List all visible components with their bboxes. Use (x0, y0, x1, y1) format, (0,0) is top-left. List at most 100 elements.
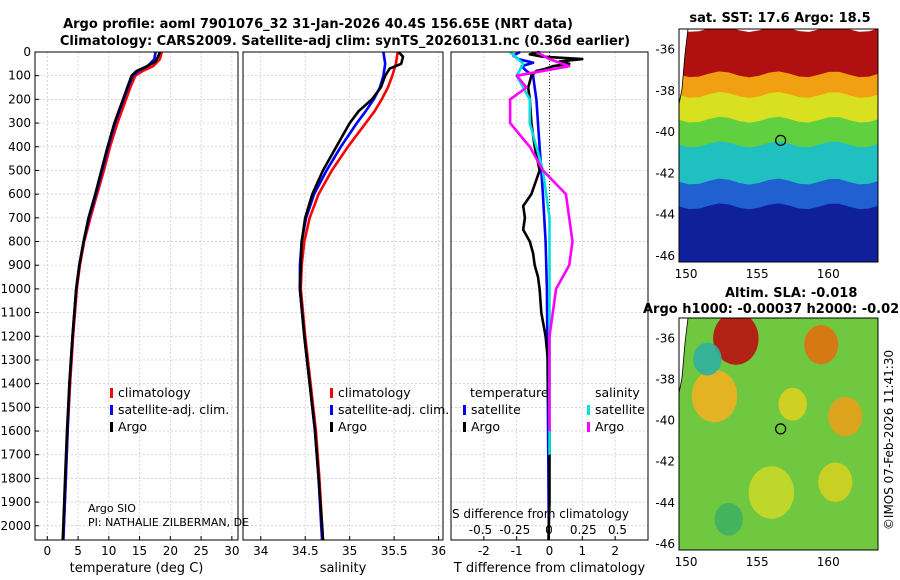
diff-salinity-legend-label: Argo (595, 419, 624, 434)
diff-legend-salinity-header: salinity (595, 385, 640, 400)
sla_map-anomaly-blob (778, 387, 807, 421)
salinity-series-argo (298, 51, 405, 541)
sla_map-anomaly-blob (691, 369, 738, 423)
depth-tick-label: 1600 (0, 424, 31, 438)
depth-tick-label: 1100 (0, 306, 31, 320)
temperature-xtick-label: 20 (163, 544, 178, 558)
temperature-legend-label: satellite-adj. clim. (118, 402, 229, 417)
sst-map-title: sat. SST: 17.6 Argo: 18.5 (689, 11, 870, 26)
difference-series-temperature-satellite (512, 50, 551, 526)
depth-tick-label: 2000 (0, 519, 31, 533)
sla_map-anomaly-blob (828, 396, 863, 437)
sla_map-anomaly-blob (714, 502, 743, 536)
depth-tick-label: 600 (8, 187, 31, 201)
depth-tick-label: 500 (8, 163, 31, 177)
imos-timestamp: ©IMOS 07-Feb-2026 11:41:30 (882, 350, 896, 530)
pi-credit: PI: NATHALIE ZILBERMAN, DE (88, 516, 249, 529)
depth-tick-label: 700 (8, 211, 31, 225)
sst_map-float-marker (775, 134, 787, 146)
sst_map-band-cyan (679, 141, 878, 188)
sla_map-ytick-label: -42 (655, 455, 675, 469)
sla-map-panel: 150 155 160 -36 -38 -40 -42 -44 -46 Altim. SLA: -… (643, 286, 899, 569)
sst_map-xtick-label: 155 (746, 267, 769, 281)
sla_map-ytick-label: -40 (655, 414, 675, 428)
temperature-legend-swatch (110, 405, 113, 415)
salinity-xtick-label: 35 (342, 544, 357, 558)
depth-tick-label: 1900 (0, 495, 31, 509)
sst_map-band-deep-blue (679, 203, 878, 262)
depth-tick-label: 1000 (0, 282, 31, 296)
depth-tick-label: 1500 (0, 400, 31, 414)
diff-secondary-xtick-label: -0.5 (469, 523, 492, 537)
temperature-xtick-label: 15 (132, 544, 147, 558)
depth-tick-label: 400 (8, 140, 31, 154)
temperature-legend-label: climatology (118, 385, 191, 400)
diff-secondary-xtick-label: 0 (545, 523, 553, 537)
salinity-legend-swatch (330, 405, 333, 415)
sla_map-frame (678, 317, 879, 551)
sst_map-ytick-label: -36 (655, 43, 675, 57)
sst_map-ytick-label: -40 (655, 125, 675, 139)
depth-tick-label: 1200 (0, 329, 31, 343)
temperature-plot-area (35, 52, 238, 540)
sla_map-field (679, 318, 878, 550)
argo-credit: Argo SIO (88, 502, 136, 515)
diff-temperature-legend-swatch (463, 422, 466, 432)
depth-tick-label: 200 (8, 92, 31, 106)
temperature-xtick-label: 25 (193, 544, 208, 558)
temperature-frame (34, 51, 239, 541)
sla_map-ytick-label: -44 (655, 496, 675, 510)
temperature-panel: 0 5 10 15 20 25 30 temperature (deg C) 0 100 200 30… (0, 45, 239, 576)
salinity-xtick-label: 34.5 (292, 544, 319, 558)
diff-secondary-xtick-label: 0.25 (570, 523, 597, 537)
salinity-legend-label: satellite-adj. clim. (338, 402, 449, 417)
sst_map-band-blue (679, 178, 878, 213)
sla_map-anomaly-blob (804, 324, 839, 365)
difference-xtick-label: -2 (478, 544, 490, 558)
temperature-legend-swatch (110, 388, 113, 398)
diff-temperature-legend-label: Argo (471, 419, 500, 434)
diff-salinity-legend-swatch (587, 405, 590, 415)
diff-salinity-legend-label: satellite (595, 402, 645, 417)
diff-secondary-xtick-label: 0.5 (608, 523, 627, 537)
sst_map-band-yellow (679, 92, 878, 126)
difference-xlabel: T difference from climatology (453, 561, 646, 576)
depth-tick-label: 1300 (0, 353, 31, 367)
difference-xtick-label: 1 (579, 544, 587, 558)
sla_map-coastline (679, 318, 689, 394)
sst_map-frame (678, 28, 879, 263)
diff-secondary-xlabel: S difference from climatology (452, 507, 629, 521)
salinity-xtick-label: 34 (253, 544, 268, 558)
figure-title-line1: Argo profile: aoml 7901076_32 31-Jan-202… (63, 17, 573, 32)
salinity-legend-label: climatology (338, 385, 411, 400)
sla_map-anomaly-blob (713, 318, 759, 365)
depth-tick-label: 1400 (0, 377, 31, 391)
sst_map-ytick-label: -44 (655, 208, 675, 222)
temperature-series-argo (61, 51, 162, 541)
temperature-xtick-label: 5 (74, 544, 82, 558)
sla_map-float-marker (775, 423, 787, 435)
depth-tick-label: 300 (8, 116, 31, 130)
sla_map-xtick-label: 160 (817, 555, 840, 569)
depth-tick-label: 900 (8, 258, 31, 272)
temperature-xtick-label: 30 (224, 544, 239, 558)
sst_map-ytick-label: -42 (655, 166, 675, 180)
temperature-xtick-label: 10 (101, 544, 116, 558)
temperature-xlabel: temperature (deg C) (70, 561, 204, 576)
sla_map-ytick-label: -36 (655, 332, 675, 346)
sla-map-subtitle: Argo h1000: -0.00037 h2000: -0.02 (643, 302, 899, 317)
diff-salinity-legend-swatch (587, 422, 590, 432)
salinity-frame (242, 51, 444, 541)
sst_map-ytick-label: -38 (655, 84, 675, 98)
depth-tick-label: 100 (8, 69, 31, 83)
depth-tick-label: 1700 (0, 448, 31, 462)
salinity-legend-label: Argo (338, 419, 367, 434)
temperature-legend-swatch (110, 422, 113, 432)
salinity-xtick-label: 36 (431, 544, 446, 558)
diff-legend-temperature-header: temperature (470, 385, 549, 400)
sla-map-title: Altim. SLA: -0.018 (725, 286, 857, 301)
sla_map-ytick-label: -46 (655, 537, 675, 551)
depth-tick-label: 800 (8, 235, 31, 249)
depth-tick-label: 0 (23, 45, 31, 59)
